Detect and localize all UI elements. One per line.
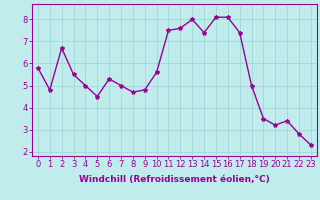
X-axis label: Windchill (Refroidissement éolien,°C): Windchill (Refroidissement éolien,°C) bbox=[79, 175, 270, 184]
